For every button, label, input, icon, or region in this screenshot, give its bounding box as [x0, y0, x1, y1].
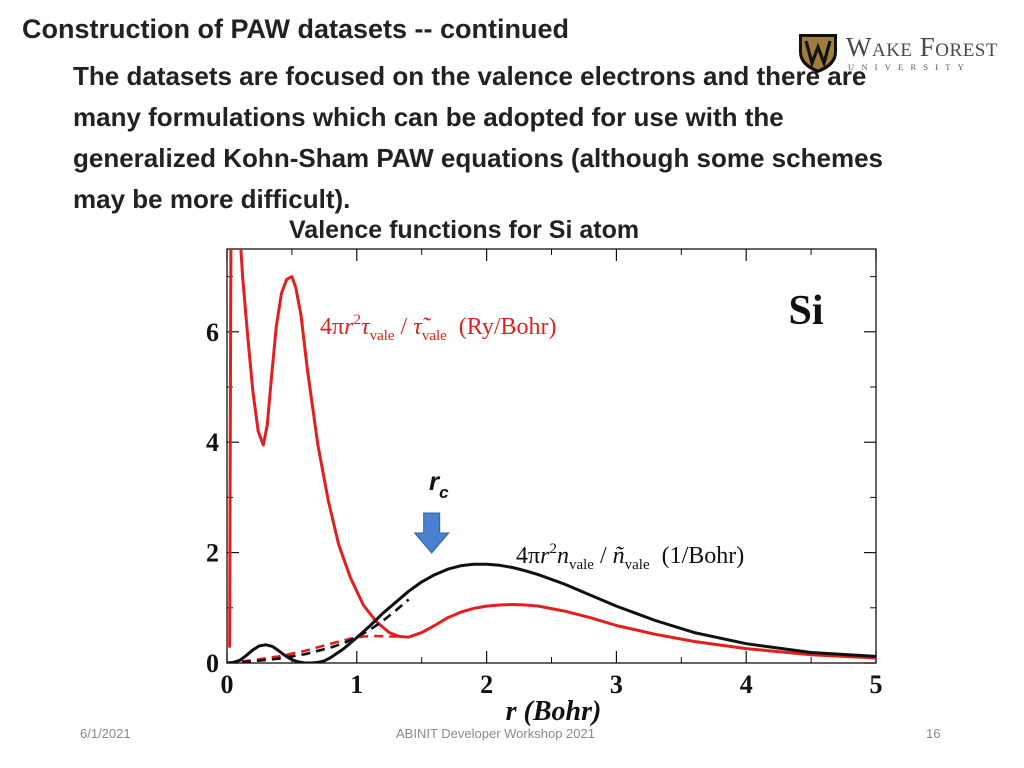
body-line: many formulations which can be adopted f…	[73, 102, 784, 132]
rc-arrow-icon	[413, 512, 450, 554]
x-tick-label: 3	[610, 670, 623, 699]
y-tick-label: 4	[206, 428, 219, 457]
footer-event: ABINIT Developer Workshop 2021	[396, 726, 595, 741]
logo-subtitle: UNIVERSITY	[848, 62, 971, 72]
shield-icon	[799, 34, 837, 73]
series-line-n-vale-tilde	[227, 598, 410, 663]
body-line: may be more difficult).	[73, 184, 351, 214]
footer-date: 6/1/2021	[80, 726, 131, 741]
y-tick-label: 0	[206, 649, 219, 678]
x-tick-label: 5	[870, 670, 883, 699]
x-tick-label: 2	[480, 670, 493, 699]
series-line-n-vale	[227, 562, 876, 663]
x-tick-label: 0	[221, 670, 234, 699]
n-series-label: 4πr2nvale / ñvale (1/Bohr)	[516, 541, 744, 573]
slide-body: The datasets are focused on the valence …	[73, 56, 1003, 220]
series-line-tau-vale	[228, 249, 876, 660]
y-tick-label: 2	[206, 539, 219, 568]
x-tick-label: 4	[740, 670, 753, 699]
slide-title: Construction of PAW datasets -- continue…	[22, 14, 570, 44]
tau-series-label: 4πr2τvale / τ̃vale (Ry/Bohr)	[320, 312, 557, 344]
body-line: The datasets are focused on the valence …	[73, 61, 867, 91]
series-line-tau-vale-tilde	[227, 634, 400, 663]
logo-name: Wake Forest	[846, 32, 998, 62]
rc-label: rc	[429, 466, 449, 502]
body-line: generalized Kohn-Sham PAW equations (alt…	[73, 143, 883, 173]
plot-frame	[226, 248, 877, 664]
figure-caption: Valence functions for Si atom	[289, 216, 640, 244]
university-logo: Wake Forest UNIVERSITY	[796, 28, 1001, 76]
x-axis-label: r (Bohr)	[506, 696, 602, 727]
x-tick-label: 1	[350, 670, 363, 699]
y-tick-label: 6	[206, 318, 219, 347]
curves-group	[227, 249, 876, 663]
chart-title: Si	[788, 288, 823, 334]
footer-page-number: 16	[926, 726, 941, 741]
